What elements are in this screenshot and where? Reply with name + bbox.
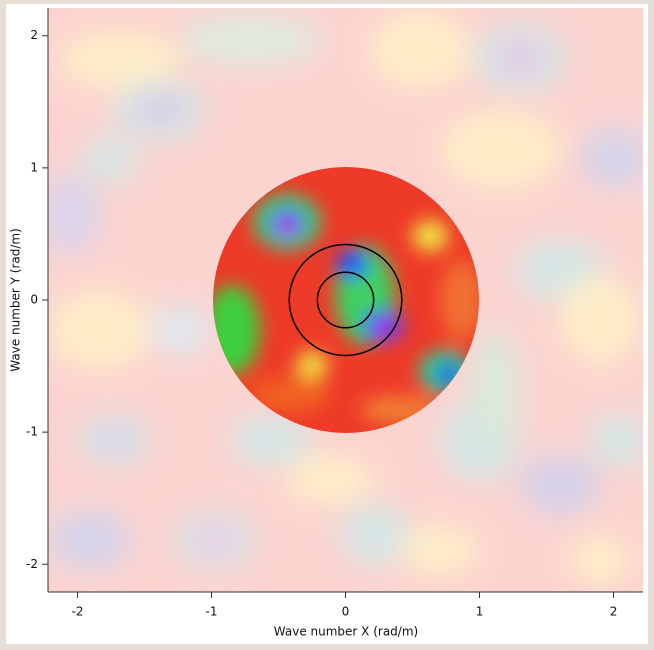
y-tick-label: 0	[30, 293, 38, 307]
y-tick-label: 1	[30, 160, 38, 174]
x-axis-label: Wave number X (rad/m)	[274, 625, 418, 639]
y-axis-label: Wave number Y (rad/m)	[9, 228, 23, 372]
y-tick-label: -1	[26, 425, 38, 439]
wavenumber-circle	[316, 271, 375, 329]
wavenumber-disk	[213, 167, 479, 433]
x-tick-label: -2	[71, 605, 83, 619]
x-tick-label: 1	[476, 605, 484, 619]
x-tick-label: 2	[610, 605, 618, 619]
wavenumber-circle	[288, 243, 403, 357]
x-tick-label: 0	[342, 605, 350, 619]
y-tick-label: 2	[30, 28, 38, 42]
x-tick-label: -1	[206, 605, 218, 619]
y-tick-label: -2	[26, 557, 38, 571]
